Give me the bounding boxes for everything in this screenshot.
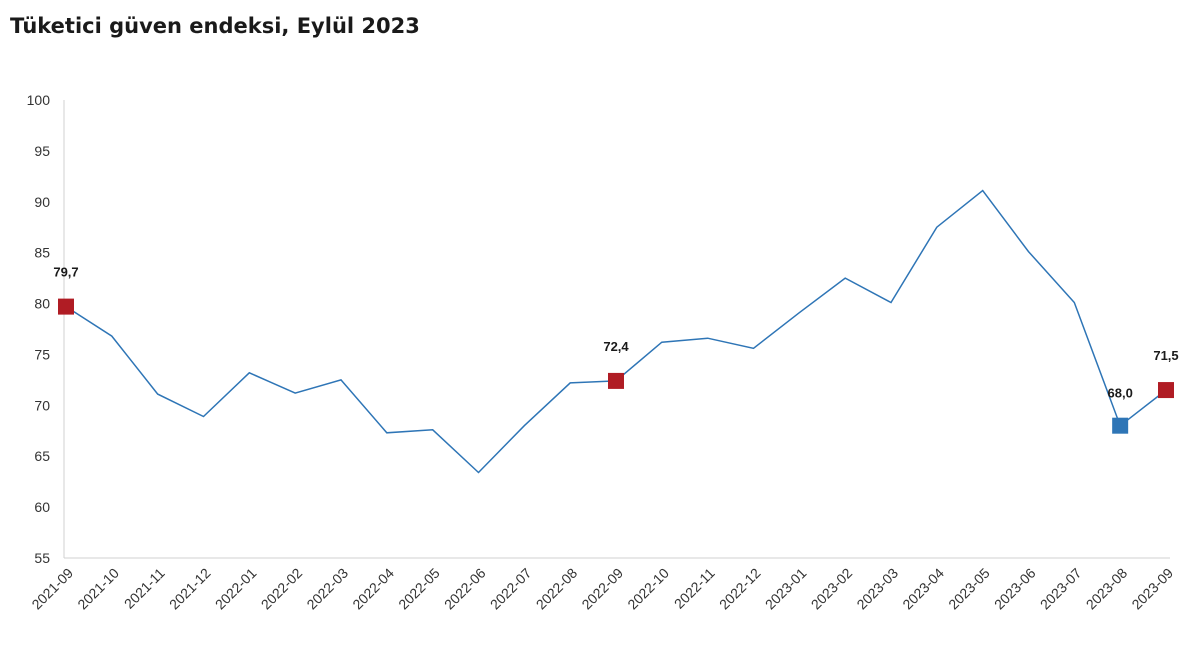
y-tick-label: 60: [34, 499, 50, 515]
x-tick-label: 2022-02: [258, 565, 306, 613]
x-tick-label: 2022-01: [212, 565, 260, 613]
x-tick-label: 2022-10: [624, 565, 672, 613]
x-tick-label: 2022-07: [487, 565, 535, 613]
data-point-marker: [1158, 382, 1174, 399]
y-tick-label: 80: [34, 296, 50, 312]
x-tick-label: 2023-05: [945, 565, 993, 613]
x-tick-label: 2022-06: [441, 565, 489, 613]
x-tick-label: 2023-02: [808, 565, 856, 613]
data-label: 68,0: [1108, 386, 1133, 401]
x-tick-label: 2022-05: [395, 565, 443, 613]
x-tick-label: 2021-09: [28, 565, 76, 613]
y-tick-label: 90: [34, 194, 50, 210]
y-tick-label: 75: [34, 346, 50, 362]
x-tick-label: 2023-06: [991, 565, 1039, 613]
x-tick-label: 2021-10: [74, 565, 122, 613]
x-tick-label: 2022-11: [671, 565, 718, 612]
x-tick-label: 2022-04: [349, 565, 397, 613]
data-point-marker: [58, 298, 74, 315]
y-tick-label: 65: [34, 448, 50, 464]
x-tick-label: 2022-09: [578, 565, 626, 613]
x-tick-label: 2022-08: [533, 565, 581, 613]
data-label: 71,5: [1153, 348, 1178, 363]
chart-title: Tüketici güven endeksi, Eylül 2023: [10, 14, 420, 38]
x-tick-label: 2022-03: [303, 565, 351, 613]
x-tick-label: 2023-01: [762, 565, 810, 613]
data-label: 79,7: [53, 265, 78, 280]
data-point-marker: [1112, 417, 1129, 434]
y-tick-label: 100: [27, 92, 51, 108]
y-tick-label: 55: [34, 550, 50, 566]
data-point-marker: [608, 372, 624, 389]
series-line: [65, 189, 1167, 474]
x-tick-label: 2021-12: [166, 565, 214, 613]
x-tick-label: 2023-08: [1083, 565, 1131, 613]
y-tick-label: 95: [34, 143, 50, 159]
y-tick-label: 70: [34, 397, 50, 413]
x-tick-label: 2023-03: [853, 565, 901, 613]
data-label: 72,4: [603, 339, 629, 354]
x-tick-label: 2021-11: [121, 565, 168, 612]
x-tick-label: 2023-04: [899, 565, 947, 613]
x-tick-label: 2023-09: [1128, 565, 1176, 613]
x-tick-label: 2022-12: [716, 565, 764, 613]
y-tick-label: 85: [34, 245, 50, 261]
x-tick-label: 2023-07: [1037, 565, 1085, 613]
